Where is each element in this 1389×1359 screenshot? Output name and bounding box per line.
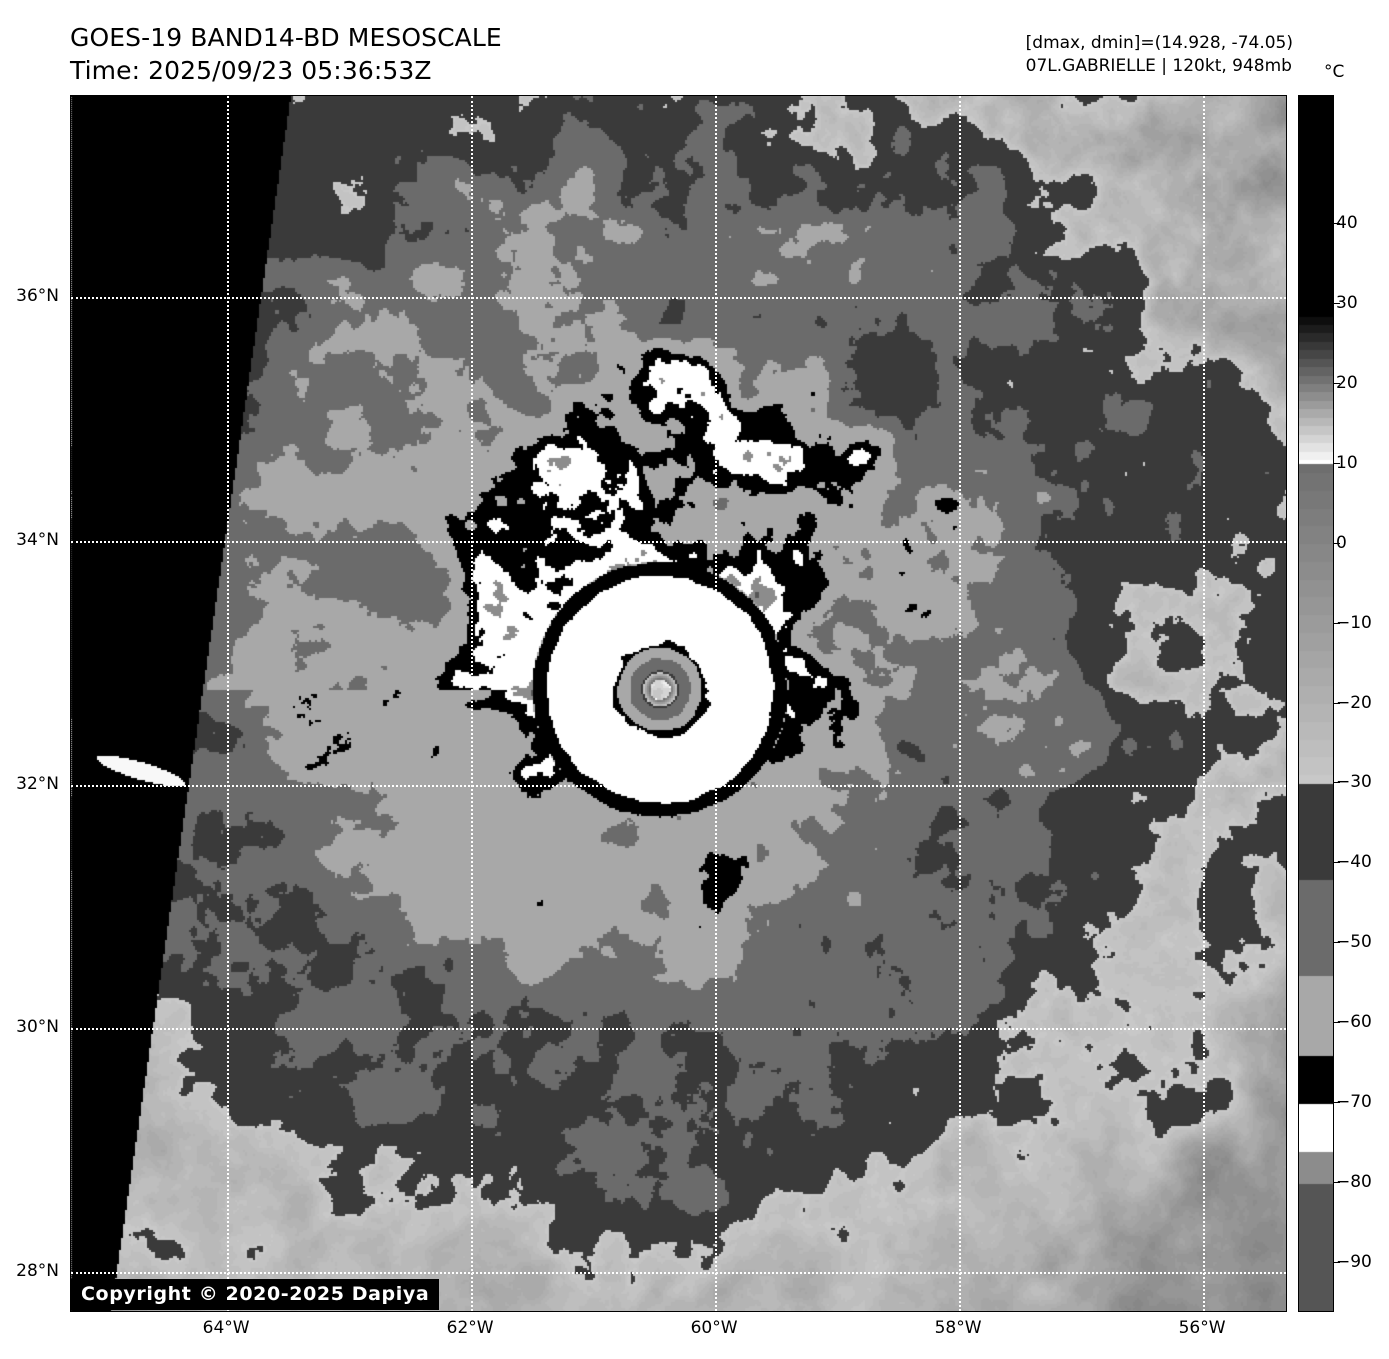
colorbar-gradient [1299,96,1333,1311]
title-block: GOES-19 BAND14-BD MESOSCALE Time: 2025/0… [70,22,502,87]
colorbar[interactable] [1298,95,1334,1312]
colorbar-tickmark [1333,542,1340,544]
colorbar-tickmark [1333,1182,1340,1184]
colorbar-tickmark [1333,222,1340,224]
colorbar-tick-minus60: −60 [1336,1012,1372,1033]
colorbar-tickmark [1333,1022,1340,1024]
colorbar-tick-0: 0 [1336,532,1347,553]
satellite-imagery-canvas [71,96,1286,1311]
satellite-map[interactable]: Copyright © 2020-2025 Dapiya [70,95,1287,1312]
lat-label-28: 28°N [16,1261,59,1281]
colorbar-tickmark [1333,382,1340,384]
colorbar-tickmark [1333,302,1340,304]
lon-label-64: 64°W [202,1318,250,1338]
storm-info-label: 07L.GABRIELLE | 120kt, 948mb [1025,55,1292,76]
lon-label-56: 56°W [1178,1318,1226,1338]
lat-label-34: 34°N [16,529,59,550]
colorbar-tickmark [1333,1102,1340,1104]
colorbar-tick-20: 20 [1336,372,1358,393]
copyright-label: Copyright © 2020-2025 Dapiya [71,1279,440,1310]
colorbar-unit-label: °C [1324,62,1345,82]
colorbar-tick-minus40: −40 [1336,852,1372,873]
lon-label-58: 58°W [934,1318,982,1338]
colorbar-tick-minus20: −20 [1336,692,1372,713]
colorbar-tick-minus50: −50 [1336,932,1372,953]
metadata-block: [dmax, dmin]=(14.928, -74.05) 07L.GABRIE… [1026,32,1293,78]
colorbar-tickmark [1333,462,1340,464]
page-title: GOES-19 BAND14-BD MESOSCALE [70,23,502,52]
colorbar-tick-minus90: −90 [1336,1252,1372,1273]
lon-label-62: 62°W [446,1318,494,1338]
colorbar-tickmark [1333,782,1340,784]
lon-label-60: 60°W [690,1318,738,1338]
colorbar-tickmark [1333,942,1340,944]
colorbar-tickmark [1333,1262,1340,1264]
colorbar-tick-minus70: −70 [1336,1092,1372,1113]
timestamp-label: Time: 2025/09/23 05:36:53Z [70,55,432,85]
colorbar-tick-minus80: −80 [1336,1172,1372,1193]
colorbar-tickmark [1333,702,1340,704]
colorbar-tick-minus30: −30 [1336,772,1372,793]
lat-label-32: 32°N [16,773,59,794]
colorbar-tick-minus10: −10 [1336,612,1372,633]
colorbar-tick-30: 30 [1336,292,1358,313]
colorbar-tick-40: 40 [1336,212,1358,233]
lat-label-36: 36°N [16,286,59,307]
dmax-dmin-label: [dmax, dmin]=(14.928, -74.05) [1025,33,1293,53]
colorbar-tick-10: 10 [1336,452,1358,473]
colorbar-tickmark [1333,862,1340,864]
colorbar-tickmark [1333,622,1340,624]
lat-label-30: 30°N [16,1017,59,1038]
